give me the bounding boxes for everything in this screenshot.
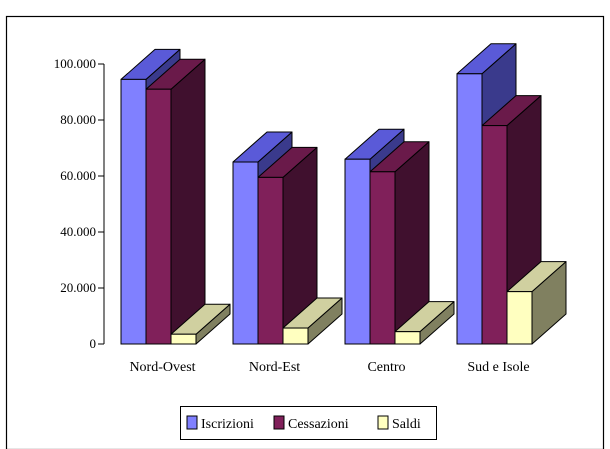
legend-swatch <box>273 415 285 430</box>
bars <box>120 43 567 345</box>
category-label: Nord-Ovest <box>129 360 195 375</box>
bar-front <box>170 333 197 345</box>
legend-item-cessazioni: Cessazioni <box>273 415 349 432</box>
legend-label: Cessazioni <box>288 417 349 432</box>
y-tick-label: 0 <box>90 336 97 351</box>
y-tick-label: 80.000 <box>60 112 96 127</box>
bar-front <box>257 176 284 345</box>
category-labels: Nord-Ovest Nord-Est Centro Sud e Isole <box>129 360 529 375</box>
y-tick-labels: 0 20.000 40.000 60.000 80.000 100.000 <box>54 56 104 351</box>
bar-saldi-2 <box>282 297 343 345</box>
y-tick-label: 60.000 <box>60 168 96 183</box>
legend-swatch <box>377 415 389 430</box>
bar-front <box>506 291 533 345</box>
y-tick-label: 20.000 <box>60 280 96 295</box>
category-label: Sud e Isole <box>467 360 529 375</box>
bar-cessazioni-1 <box>145 58 206 345</box>
legend-item-iscrizioni: Iscrizioni <box>186 415 254 432</box>
bar-cessazioni-2 <box>257 146 318 345</box>
bar-saldi-1 <box>170 303 231 345</box>
bar-front <box>232 161 259 345</box>
legend-swatch <box>186 415 198 430</box>
legend-label: Iscrizioni <box>201 417 254 432</box>
category-label: Centro <box>367 360 405 375</box>
bar-saldi-3 <box>394 301 455 345</box>
bar-front <box>456 73 483 345</box>
y-tick-label: 100.000 <box>54 56 96 71</box>
bar-side <box>170 58 206 345</box>
bar-front <box>145 88 172 345</box>
legend: Iscrizioni Cessazioni Saldi <box>180 406 437 440</box>
bar-front <box>369 171 396 345</box>
y-tick-label: 40.000 <box>60 224 96 239</box>
legend-item-saldi: Saldi <box>377 415 421 432</box>
bar-front <box>282 327 309 345</box>
bar-cessazioni-3 <box>369 141 430 345</box>
bar-front <box>394 331 421 345</box>
bar-front <box>120 78 147 345</box>
category-label: Nord-Est <box>249 360 300 375</box>
bar-saldi-4 <box>506 261 567 345</box>
legend-box <box>180 406 437 440</box>
legend-label: Saldi <box>392 417 421 432</box>
bar-front <box>344 158 371 345</box>
bar-front <box>481 125 508 345</box>
